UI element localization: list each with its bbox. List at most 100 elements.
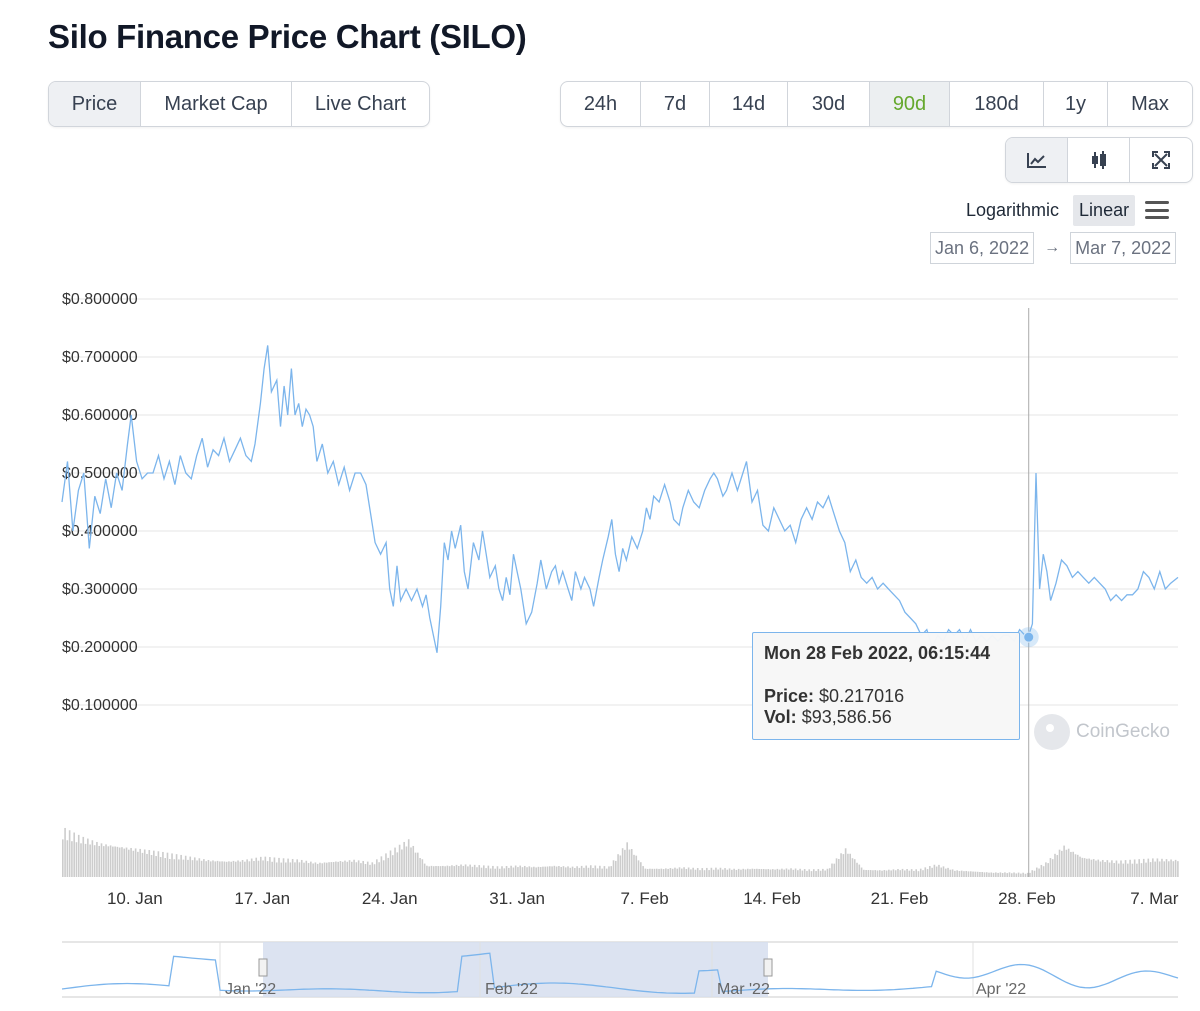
fullscreen-button[interactable] — [1130, 138, 1192, 182]
range-24h[interactable]: 24h — [561, 82, 641, 126]
navigator-handle — [258, 958, 268, 977]
range-30d[interactable]: 30d — [788, 82, 870, 126]
line-chart-button[interactable] — [1006, 138, 1068, 182]
volume-bar — [366, 861, 369, 877]
volume-bar — [1047, 863, 1049, 877]
volume-bar — [601, 868, 603, 877]
volume-bar — [125, 847, 128, 877]
navigator-series-line — [61, 952, 1179, 994]
volume-bar — [355, 862, 358, 877]
volume-bar — [492, 865, 494, 877]
volume-bar — [1120, 860, 1122, 877]
navigator[interactable]: Jan '22 Feb '22 Mar '22 Apr '22 — [61, 941, 1179, 998]
volume-bar — [255, 857, 258, 877]
x-tick-label: 24. Jan — [362, 889, 418, 908]
range-max[interactable]: Max — [1131, 92, 1169, 115]
volume-bar — [1049, 858, 1052, 877]
volume-bar — [626, 842, 628, 877]
volume-bar — [162, 851, 164, 877]
volume-bar — [574, 867, 576, 877]
volume-bar — [649, 868, 651, 877]
volume-bar — [628, 849, 631, 877]
range-14d[interactable]: 14d — [710, 82, 788, 126]
volume-bar — [735, 869, 738, 877]
candlestick-icon — [1091, 151, 1106, 169]
tab-price[interactable]: Price — [49, 82, 141, 126]
volume-bar — [480, 867, 483, 877]
volume-bar — [781, 868, 783, 877]
date-from-input[interactable]: Jan 6, 2022 — [930, 232, 1035, 264]
volume-bar — [867, 870, 870, 877]
scale-logarithmic[interactable]: Logarithmic — [966, 199, 1060, 220]
volume-bar — [669, 868, 672, 877]
volume-bar — [546, 866, 549, 877]
volume-bar — [314, 862, 317, 877]
volume-bar — [1076, 854, 1079, 877]
range-1y[interactable]: 1y — [1044, 82, 1108, 126]
range-180d[interactable]: 180d — [950, 82, 1044, 126]
volume-bar — [357, 860, 360, 877]
volume-bar — [310, 861, 312, 877]
volume-bar — [207, 859, 210, 877]
volume-bar — [562, 866, 565, 877]
volume-bar — [77, 834, 80, 877]
volume-bar — [731, 869, 733, 877]
volume-bar — [1117, 863, 1120, 877]
volume-bar — [93, 845, 96, 877]
volume-bar — [840, 853, 842, 877]
volume-bar — [339, 861, 342, 877]
tab-live-chart[interactable]: Live Chart — [314, 92, 407, 115]
candlestick-button[interactable] — [1068, 138, 1130, 182]
volume-bar — [66, 840, 69, 877]
volume-bar — [423, 863, 426, 877]
volume-bar — [360, 863, 362, 877]
volume-bar — [196, 860, 198, 877]
volume-bar — [637, 860, 640, 877]
range-7d[interactable]: 7d — [641, 82, 710, 126]
volume-bar — [373, 864, 376, 877]
volume-bar — [753, 868, 756, 877]
volume-bar — [888, 869, 890, 877]
x-tick-label: 10. Jan — [107, 889, 163, 908]
volume-bar — [419, 858, 421, 877]
volume-bar — [744, 869, 747, 877]
volume-bar — [1004, 872, 1006, 877]
volume-bar — [1156, 858, 1159, 877]
volume-bar — [954, 870, 956, 877]
menu-icon[interactable] — [1145, 201, 1170, 219]
volume-bar — [630, 849, 633, 877]
volume-bar — [112, 846, 114, 877]
volume-bar — [457, 865, 460, 877]
volume-bar — [1177, 861, 1179, 877]
volume-bar — [1065, 849, 1068, 877]
price-chart[interactable]: $0.800000 $0.700000 $0.600000 $0.500000 $0.4… — [0, 280, 1200, 1011]
scale-linear[interactable]: Linear — [1073, 194, 1136, 226]
volume-bar — [526, 867, 528, 877]
volume-bar — [1015, 873, 1018, 877]
volume-bar — [387, 857, 390, 877]
y-tick-label: $0.400000 — [62, 523, 138, 540]
volume-bars — [62, 827, 1179, 877]
volume-bar — [203, 859, 205, 877]
volume-bar — [271, 861, 273, 877]
volume-bar — [897, 869, 899, 877]
volume-bar — [73, 832, 75, 877]
volume-bar — [826, 868, 829, 877]
x-tick-label: 31. Jan — [489, 889, 545, 908]
volume-bar — [205, 861, 207, 877]
volume-bar — [703, 870, 706, 877]
volume-bar — [624, 849, 626, 877]
tab-market-cap[interactable]: Market Cap — [141, 82, 292, 126]
volume-bar — [519, 865, 522, 877]
date-to-input[interactable]: Mar 7, 2022 — [1070, 232, 1177, 264]
volume-bar — [942, 866, 945, 877]
volume-bar — [635, 855, 638, 877]
volume-bar — [96, 841, 98, 877]
volume-bar — [346, 861, 349, 877]
range-90d[interactable]: 90d — [870, 82, 950, 126]
volume-bar — [976, 871, 979, 877]
volume-bar — [1022, 872, 1024, 877]
volume-bar — [244, 861, 246, 877]
tooltip-vol-row: Vol: $93,586.56 — [764, 707, 1008, 728]
volume-bar — [316, 863, 319, 877]
